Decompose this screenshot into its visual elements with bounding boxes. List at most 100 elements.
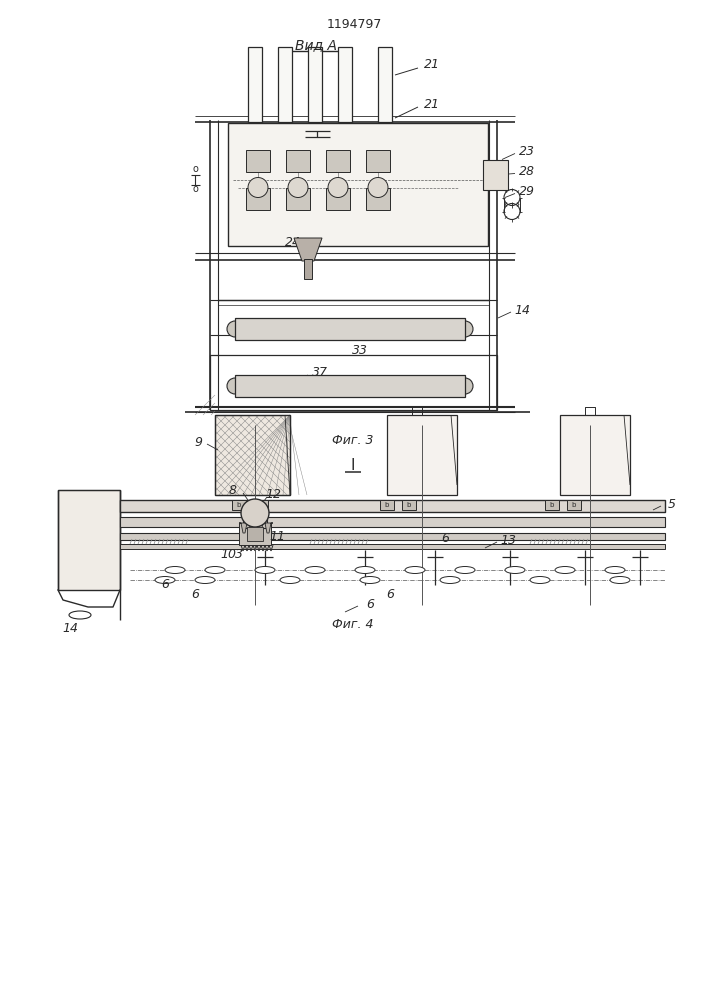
Text: Фиг. 4: Фиг. 4 [332,618,374,632]
Text: 6: 6 [191,588,199,601]
Text: Вид А: Вид А [295,38,337,52]
Polygon shape [294,238,322,261]
Ellipse shape [355,566,375,574]
Ellipse shape [555,566,575,574]
Bar [120,533,665,540]
Text: 8: 8 [229,485,237,497]
Text: 9: 9 [194,436,202,448]
Bar [567,500,581,510]
Ellipse shape [360,576,380,584]
Bar [286,188,310,210]
Text: b: b [550,502,554,508]
Bar [366,188,390,210]
Bar [243,516,267,528]
Text: 6: 6 [386,588,394,601]
Bar [120,517,665,527]
Text: 10: 10 [220,548,236,562]
Text: o: o [192,164,198,174]
Bar [338,47,352,122]
Bar [248,47,262,122]
Bar [304,259,312,279]
Text: o: o [192,184,198,194]
Ellipse shape [605,566,625,574]
Bar [308,47,322,122]
Circle shape [241,499,269,527]
Bar [380,500,394,510]
Text: 37: 37 [312,366,328,379]
Ellipse shape [405,566,425,574]
Text: 14: 14 [62,621,78,635]
Ellipse shape [165,566,185,574]
Bar [254,500,268,510]
Text: 6: 6 [441,532,449,544]
Ellipse shape [255,566,275,574]
Circle shape [368,178,388,198]
Text: 29: 29 [519,185,535,198]
Text: 3: 3 [235,548,243,562]
Text: b: b [237,502,241,508]
Circle shape [227,321,243,337]
Text: 24: 24 [285,236,301,249]
Text: 11: 11 [269,530,285,544]
Bar [120,500,665,512]
Text: 21: 21 [424,58,440,72]
Bar [235,318,465,340]
Ellipse shape [155,576,175,584]
Bar [560,415,630,495]
Text: b: b [385,502,389,508]
Ellipse shape [505,566,525,574]
Bar [286,149,310,172]
Polygon shape [650,500,665,512]
Text: 6: 6 [161,578,169,591]
Bar [239,523,271,545]
Bar [387,415,457,495]
Ellipse shape [455,566,475,574]
Bar [215,415,290,495]
Text: a: a [257,531,261,537]
Ellipse shape [205,566,225,574]
Text: b: b [407,502,411,508]
Ellipse shape [280,576,300,584]
Bar [232,500,246,510]
Ellipse shape [195,576,215,584]
Circle shape [288,178,308,198]
Bar [247,527,263,541]
Ellipse shape [610,576,630,584]
Circle shape [457,378,473,394]
Text: Фиг. 3: Фиг. 3 [332,434,374,446]
Bar [215,415,290,495]
Bar [210,355,497,410]
Circle shape [457,321,473,337]
Bar [58,490,120,590]
Circle shape [328,178,348,198]
Bar [366,149,390,172]
Text: b: b [572,502,576,508]
Text: b: b [250,531,255,537]
Text: 33: 33 [352,344,368,357]
Text: 12: 12 [265,488,281,502]
Circle shape [227,378,243,394]
Bar [278,47,292,122]
Bar [326,149,350,172]
Bar [120,544,665,549]
Bar [402,500,416,510]
Ellipse shape [530,576,550,584]
Bar [483,159,508,190]
Text: b: b [248,519,252,525]
Ellipse shape [305,566,325,574]
Circle shape [248,178,268,198]
Text: 1194797: 1194797 [327,18,382,31]
Ellipse shape [69,611,91,619]
Text: I: I [351,458,355,473]
Text: 21: 21 [424,99,440,111]
Polygon shape [239,523,273,533]
Bar [545,500,559,510]
Ellipse shape [440,576,460,584]
Text: 14: 14 [514,304,530,316]
Bar [246,188,270,210]
Text: a: a [258,519,262,525]
Bar [228,123,488,246]
Bar [326,188,350,210]
Text: 28: 28 [519,165,535,178]
Text: b: b [259,502,263,508]
